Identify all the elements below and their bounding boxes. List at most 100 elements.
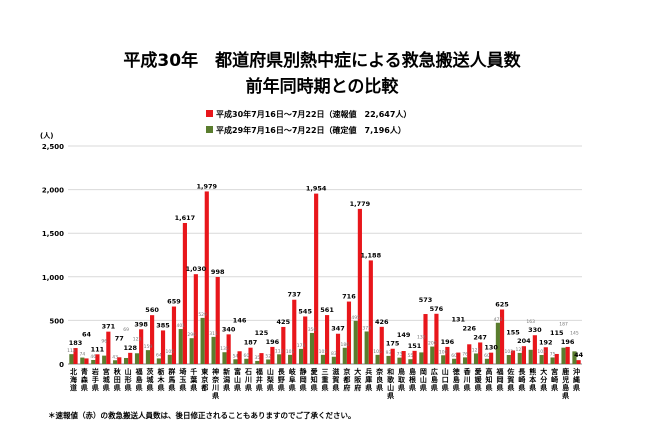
bar-2018: [237, 351, 242, 364]
bar-2017: [517, 352, 522, 364]
data-label-2017: 356: [308, 327, 317, 333]
data-label-2018: 545: [298, 307, 312, 315]
data-label-2017: 495: [351, 315, 360, 321]
bar-2018: [565, 346, 570, 364]
bar-2018: [314, 193, 319, 364]
data-label-2018: 77: [115, 334, 124, 342]
legend-swatch-2018: [206, 110, 213, 117]
category-label: 京都府: [342, 367, 350, 392]
bar-2018: [128, 352, 133, 364]
data-label-2018: 1,979: [196, 182, 217, 190]
data-label-2018: 573: [419, 296, 433, 304]
data-label-2018: 44: [574, 351, 584, 359]
category-label: 岩手県: [91, 367, 99, 392]
bar-2017: [364, 331, 369, 364]
data-label-2018: 128: [123, 344, 137, 352]
category-label: 長野県: [278, 367, 286, 392]
category-label: 岡山県: [420, 368, 427, 392]
bar-2017: [419, 352, 424, 364]
legend-label-2017: 平成29年7月16日～7月22日（確定値 7,196人）: [216, 125, 406, 135]
legend-label-2018: 平成30年7月16日～7月22日（速報値 22,647人）: [216, 109, 411, 119]
bar-2018: [281, 326, 286, 364]
data-label-2018: 125: [255, 329, 269, 337]
bar-2017: [167, 354, 172, 364]
data-label-2018: 247: [473, 333, 487, 341]
chart-subtitle: 前年同時期との比較: [246, 76, 400, 97]
data-label-2018: 175: [386, 340, 400, 348]
data-label-2018: 425: [277, 318, 291, 326]
data-label-2018: 226: [462, 324, 476, 332]
data-label-2017: 76: [462, 351, 468, 357]
bar-2018: [368, 260, 373, 364]
data-label-2017: 401: [176, 323, 185, 329]
data-label-2018: 196: [441, 338, 455, 346]
data-label-2017: 60: [484, 353, 490, 359]
category-label: 奈良県: [375, 367, 384, 392]
data-label-2018: 737: [287, 291, 301, 299]
data-label-2018: 426: [375, 318, 389, 326]
data-label-2017: 186: [340, 342, 349, 348]
bar-2017: [463, 357, 468, 364]
bar-2018: [467, 344, 472, 364]
bar-2017: [123, 357, 129, 364]
bar-2018: [248, 347, 253, 364]
data-label-2017: 93: [386, 350, 392, 356]
data-label-2018: 183: [69, 339, 83, 347]
data-label-2017: 100: [439, 349, 448, 355]
data-label-2018: 204: [517, 337, 531, 345]
category-label: 福島県: [135, 367, 143, 392]
bar-2017: [134, 353, 140, 364]
data-label-2017: 54: [233, 353, 239, 359]
category-label: 三重県: [322, 368, 329, 392]
category-label: 秋田県: [114, 367, 122, 392]
category-label: 長崎県: [518, 367, 526, 392]
data-label-2017: 75: [550, 351, 556, 357]
bar-2017: [375, 354, 380, 364]
data-label-2018: 385: [156, 321, 170, 329]
bar-2017: [309, 332, 315, 364]
data-label-2017: 311: [209, 331, 218, 337]
legend-swatch-2017: [206, 126, 213, 133]
bar-2017: [80, 357, 85, 364]
category-label: 高知県: [485, 367, 493, 392]
bar-2018: [150, 315, 155, 364]
chart-title: 平成30年 都道府県別熱中症による救急搬送人員数: [123, 50, 521, 71]
bar-2018: [335, 333, 341, 364]
data-label-2017: 73: [397, 352, 403, 358]
data-label-2017: 103: [537, 349, 546, 355]
bar-2018: [521, 346, 527, 364]
y-tick-label: 2,000: [42, 187, 64, 195]
data-label-2017: 145: [570, 330, 579, 336]
data-label-2017: 121: [472, 347, 481, 353]
category-label: 福井県: [255, 367, 263, 392]
data-label-2018: 1,617: [175, 214, 196, 222]
data-label-2017: 133: [417, 334, 426, 340]
bar-2018: [576, 360, 581, 364]
bar-2017: [408, 359, 413, 364]
y-tick-label: 1,500: [42, 230, 64, 238]
y-axis-label: (人): [40, 131, 53, 140]
data-label-2017: 55: [408, 353, 414, 359]
data-label-2018: 560: [145, 306, 159, 314]
category-label: 大分県: [540, 367, 547, 392]
data-label-2018: 330: [528, 326, 542, 334]
bar-2017: [550, 357, 555, 364]
bar-2018: [259, 353, 264, 364]
data-label-2017: 60: [244, 353, 250, 359]
category-label: 千葉県: [189, 367, 198, 392]
data-label-2018: 625: [495, 301, 509, 309]
bar-2018: [204, 191, 209, 364]
bar-2018: [478, 342, 483, 364]
bar-2018: [106, 331, 111, 364]
data-label-2018: 131: [452, 316, 466, 324]
data-label-2018: 130: [484, 344, 498, 352]
category-label: 山形県: [125, 367, 132, 392]
bar-2018: [532, 335, 537, 364]
category-label: 佐賀県: [506, 367, 514, 392]
data-label-2017: 105: [166, 349, 175, 355]
category-label: 東京都: [200, 367, 209, 392]
category-label: 兵庫県: [365, 367, 372, 392]
category-label: 熊本県: [528, 367, 536, 392]
data-label-2018: 1,779: [350, 200, 371, 208]
bar-2018: [510, 350, 516, 364]
